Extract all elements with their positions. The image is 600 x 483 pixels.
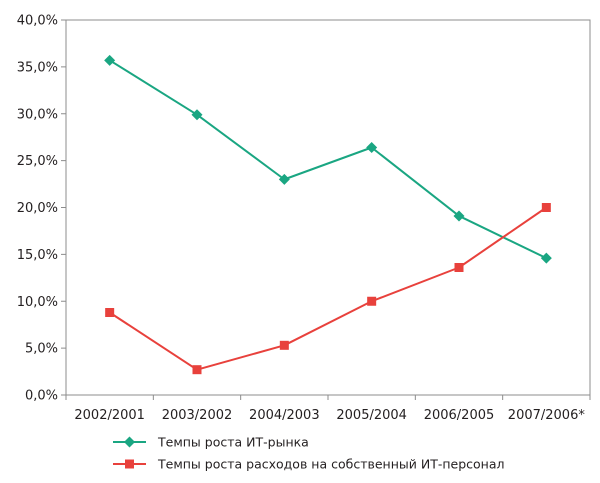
y-tick-label: 25,0% [17,154,58,169]
series-1 [104,54,552,264]
data-point [192,365,202,375]
series-line [109,59,547,260]
plot-area [65,19,591,396]
series-layer [104,54,552,375]
x-tick-label: 2006/2005 [424,408,495,423]
legend: Темпы роста ИТ-рынка Темпы роста расходов… [113,435,504,472]
data-point [366,142,378,153]
data-point [367,296,377,306]
x-tick-label: 2004/2003 [249,408,320,423]
data-point [540,252,552,264]
plot-frame [65,19,591,396]
y-tick-label: 10,0% [17,295,58,310]
y-tick-label: 0,0% [25,389,58,404]
y-axis: 0,0% 5,0% 10,0% 15,0% 20,0% 25,0% 30,0% 35,0% 40… [17,14,66,404]
data-point [454,263,464,272]
data-point [541,203,551,212]
legend-marker [124,436,135,448]
x-tick-label: 2005/2004 [336,408,407,423]
y-tick-label: 35,0% [17,60,58,75]
data-point [453,210,465,222]
legend-label: Темпы роста расходов на собственный ИТ-п… [157,457,504,472]
data-point [105,308,115,317]
data-point [279,340,289,350]
y-tick-label: 40,0% [17,14,58,29]
x-axis: 2002/2001 2003/2002 2004/2003 2005/2004 2006… [65,395,591,423]
legend-marker [125,459,134,469]
data-point [104,54,116,66]
y-tick-label: 5,0% [25,342,58,357]
series-line [109,206,547,371]
x-tick-label: 2003/2002 [162,408,233,423]
x-tick-label: 2007/2006* [508,408,586,423]
data-point [191,109,203,121]
x-tick-label: 2002/2001 [74,408,145,423]
legend-item-2: Темпы роста расходов на собственный ИТ-п… [113,457,504,472]
y-tick-label: 30,0% [17,107,58,122]
data-point [278,173,290,185]
y-tick-label: 15,0% [17,248,58,263]
series-2 [105,203,551,375]
legend-label: Темпы роста ИТ-рынка [157,435,309,450]
legend-item-1: Темпы роста ИТ-рынка [113,435,309,450]
y-tick-label: 20,0% [17,201,58,216]
